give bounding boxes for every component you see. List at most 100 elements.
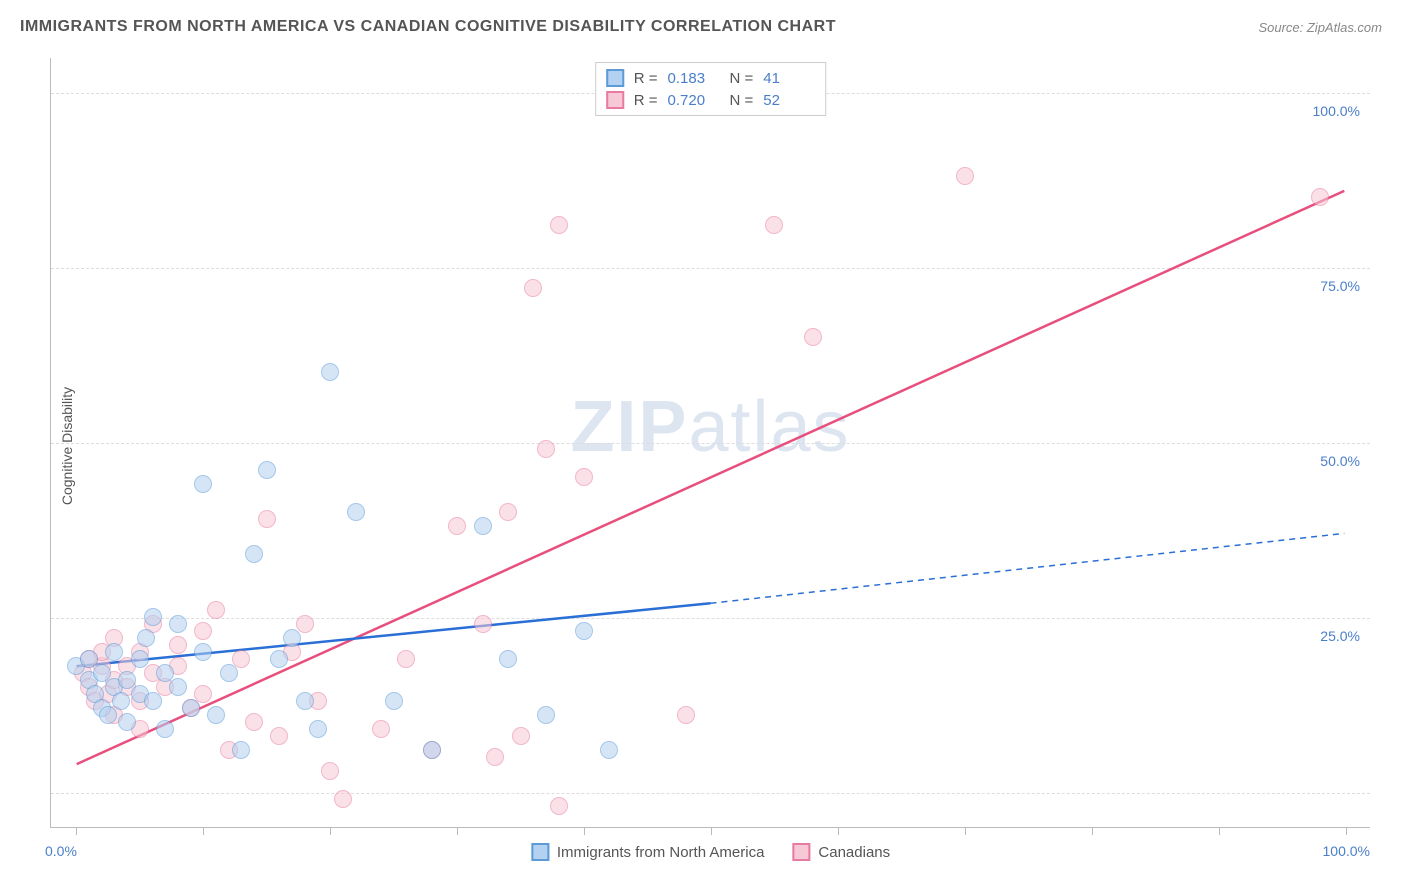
source-prefix: Source: — [1258, 20, 1306, 35]
legend-swatch — [606, 91, 624, 109]
y-tick-label: 100.0% — [1313, 103, 1360, 119]
stat-n-label: N = — [730, 92, 754, 109]
point-canadians — [448, 517, 466, 535]
point-immigrants — [118, 713, 136, 731]
point-immigrants — [144, 608, 162, 626]
stats-row: R =0.720N =52 — [606, 89, 816, 111]
stats-legend-box: R =0.183N =41R =0.720N =52 — [595, 62, 827, 116]
x-tick — [203, 827, 204, 835]
legend-swatch — [531, 843, 549, 861]
plot-area: ZIPatlas 25.0% 50.0% 75.0% 100.0% R = 0.183 N… — [50, 58, 1370, 828]
source-name: ZipAtlas.com — [1307, 20, 1382, 35]
point-immigrants — [347, 503, 365, 521]
gridline — [51, 268, 1370, 269]
point-canadians — [499, 503, 517, 521]
watermark-bold: ZIP — [570, 387, 688, 467]
stat-r-label: R = — [634, 70, 658, 87]
point-canadians — [524, 279, 542, 297]
point-immigrants — [245, 545, 263, 563]
point-canadians — [512, 727, 530, 745]
x-tick — [1346, 827, 1347, 835]
point-immigrants — [131, 650, 149, 668]
point-immigrants — [194, 475, 212, 493]
point-immigrants — [207, 706, 225, 724]
stat-r-value: 0.183 — [668, 70, 720, 87]
point-immigrants — [423, 741, 441, 759]
point-immigrants — [321, 363, 339, 381]
point-immigrants — [112, 692, 130, 710]
point-canadians — [194, 685, 212, 703]
point-canadians — [765, 216, 783, 234]
legend-bottom: Immigrants from North America Canadians — [531, 843, 890, 861]
point-canadians — [232, 650, 250, 668]
y-tick-label: 50.0% — [1320, 453, 1360, 469]
legend-item: Canadians — [792, 843, 890, 861]
point-canadians — [677, 706, 695, 724]
point-immigrants — [499, 650, 517, 668]
stat-n-label: N = — [730, 70, 754, 87]
point-immigrants — [258, 461, 276, 479]
x-tick-label-max: 100.0% — [1323, 843, 1370, 859]
y-tick-label: 75.0% — [1320, 278, 1360, 294]
point-immigrants — [600, 741, 618, 759]
point-immigrants — [220, 664, 238, 682]
legend-label: Immigrants from North America — [557, 844, 765, 861]
point-canadians — [296, 615, 314, 633]
point-immigrants — [270, 650, 288, 668]
stats-row: R = 0.183 N = 41 — [606, 67, 816, 89]
point-canadians — [550, 797, 568, 815]
point-canadians — [270, 727, 288, 745]
point-immigrants — [194, 643, 212, 661]
point-canadians — [537, 440, 555, 458]
point-immigrants — [182, 699, 200, 717]
legend-swatch — [792, 843, 810, 861]
point-immigrants — [474, 517, 492, 535]
x-tick — [1219, 827, 1220, 835]
stat-n-value: 52 — [763, 92, 815, 109]
x-tick-label-min: 0.0% — [45, 843, 77, 859]
gridline — [51, 443, 1370, 444]
stat-n-value: 41 — [763, 70, 815, 87]
legend-label: Canadians — [818, 844, 890, 861]
legend-item: Immigrants from North America — [531, 843, 765, 861]
point-immigrants — [309, 720, 327, 738]
point-immigrants — [156, 720, 174, 738]
point-canadians — [169, 636, 187, 654]
point-canadians — [207, 601, 225, 619]
point-canadians — [372, 720, 390, 738]
legend-swatch — [606, 69, 624, 87]
point-immigrants — [169, 615, 187, 633]
point-immigrants — [232, 741, 250, 759]
point-immigrants — [144, 692, 162, 710]
x-tick — [711, 827, 712, 835]
point-immigrants — [99, 706, 117, 724]
y-tick-label: 25.0% — [1320, 628, 1360, 644]
point-canadians — [1311, 188, 1329, 206]
point-canadians — [550, 216, 568, 234]
point-canadians — [397, 650, 415, 668]
x-tick — [838, 827, 839, 835]
gridline — [51, 618, 1370, 619]
point-canadians — [334, 790, 352, 808]
point-canadians — [486, 748, 504, 766]
source-attribution: Source: ZipAtlas.com — [1258, 20, 1382, 35]
point-immigrants — [537, 706, 555, 724]
stat-r-label: R = — [634, 92, 658, 109]
x-tick — [457, 827, 458, 835]
point-immigrants — [137, 629, 155, 647]
point-canadians — [258, 510, 276, 528]
x-tick — [76, 827, 77, 835]
x-tick — [330, 827, 331, 835]
point-canadians — [321, 762, 339, 780]
point-canadians — [245, 713, 263, 731]
x-tick — [1092, 827, 1093, 835]
point-immigrants — [105, 643, 123, 661]
point-immigrants — [283, 629, 301, 647]
chart-title: IMMIGRANTS FROM NORTH AMERICA VS CANADIA… — [20, 18, 836, 36]
point-immigrants — [296, 692, 314, 710]
gridline — [51, 793, 1370, 794]
watermark-light: atlas — [688, 387, 850, 467]
x-tick — [965, 827, 966, 835]
point-canadians — [804, 328, 822, 346]
x-tick — [584, 827, 585, 835]
